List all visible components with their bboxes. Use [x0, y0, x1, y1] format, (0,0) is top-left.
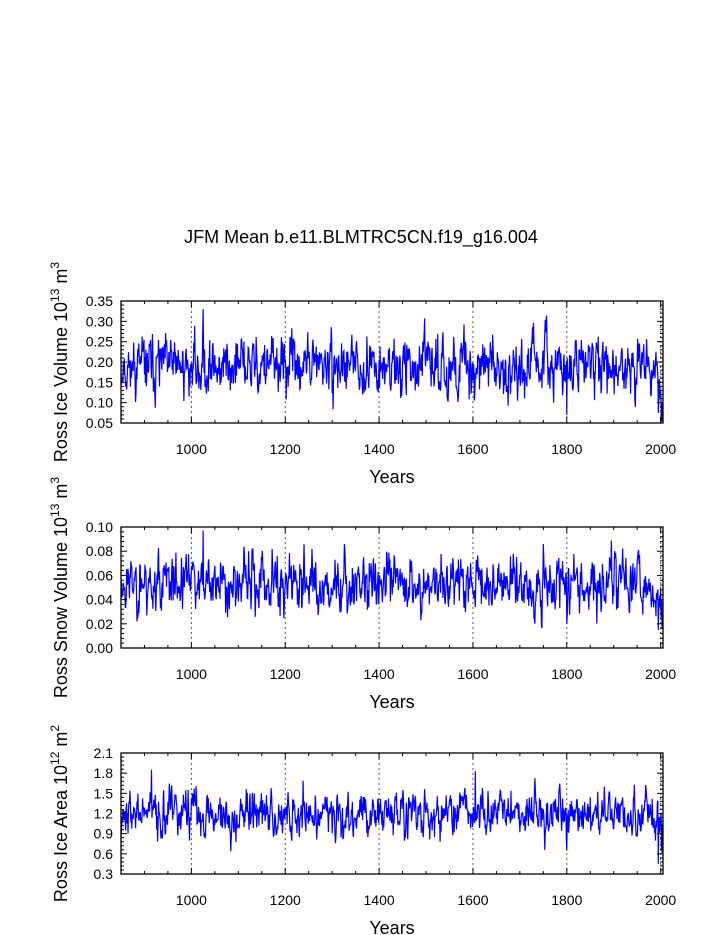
y-tick-label: 0.04 — [86, 592, 113, 608]
x-tick-label: 1000 — [176, 892, 207, 908]
x-tick-label: 1400 — [364, 892, 395, 908]
x-tick-label: 1800 — [551, 892, 582, 908]
x-tick-label: 1200 — [270, 892, 301, 908]
plot-frame — [120, 526, 664, 649]
y-axis-label: Ross Snow Volume 1013 m3 — [48, 477, 71, 698]
x-tick-label: 1800 — [551, 666, 582, 682]
x-tick-label: 1600 — [457, 666, 488, 682]
y-tick-label: 2.1 — [94, 745, 114, 761]
y-tick-label: 0.25 — [86, 334, 113, 350]
y-tick-label: 0.00 — [86, 640, 113, 656]
figure-title: JFM Mean b.e11.BLMTRC5CN.f19_g16.004 — [184, 227, 538, 248]
y-tick-label: 0.05 — [86, 415, 113, 431]
x-axis-label: Years — [369, 692, 414, 712]
y-tick-label: 0.35 — [86, 293, 113, 309]
x-tick-label: 1600 — [457, 892, 488, 908]
x-axis-label: Years — [369, 918, 414, 935]
y-tick-label: 1.2 — [94, 806, 114, 822]
x-axis-label: Years — [369, 467, 414, 487]
x-tick-label: 1400 — [364, 441, 395, 457]
x-tick-label: 1600 — [457, 441, 488, 457]
series-line — [120, 530, 664, 630]
x-tick-label: 1000 — [176, 441, 207, 457]
series-line — [120, 769, 664, 864]
y-tick-label: 0.06 — [86, 567, 113, 583]
y-tick-label: 0.9 — [94, 826, 114, 842]
x-tick-label: 1000 — [176, 666, 207, 682]
x-tick-label: 2000 — [645, 666, 676, 682]
x-tick-label: 1200 — [270, 666, 301, 682]
y-tick-label: 0.30 — [86, 313, 113, 329]
y-axis-label: Ross Ice Volume 1013 m3 — [48, 262, 71, 462]
x-tick-label: 1400 — [364, 666, 395, 682]
y-tick-label: 0.3 — [94, 866, 114, 882]
y-axis-label: Ross Ice Area 1012 m2 — [48, 725, 71, 902]
y-tick-label: 0.20 — [86, 354, 113, 370]
y-tick-label: 0.6 — [94, 846, 114, 862]
y-tick-label: 0.15 — [86, 374, 113, 390]
panel-2: 1000 1200 1400 1600 1800 2000 Years 0.00 0.02 0.0… — [48, 477, 676, 712]
x-tick-label: 1200 — [270, 441, 301, 457]
y-tick-label: 1.8 — [94, 765, 114, 781]
y-tick-label: 0.08 — [86, 543, 113, 559]
y-tick-label: 1.5 — [94, 785, 114, 801]
x-tick-label: 2000 — [645, 441, 676, 457]
panel-3: 1000 1200 1400 1600 1800 2000 Years 0.3 0.6 0.9 1.… — [48, 725, 676, 935]
panel-1: 1000 1200 1400 1600 1800 2000 Years 0.05 0.10 0.1… — [48, 262, 676, 487]
y-tick-label: 0.02 — [86, 616, 113, 632]
x-tick-label: 1800 — [551, 441, 582, 457]
series-line — [120, 309, 664, 422]
y-tick-label: 0.10 — [86, 395, 113, 411]
x-tick-label: 2000 — [645, 892, 676, 908]
y-tick-label: 0.10 — [86, 519, 113, 535]
